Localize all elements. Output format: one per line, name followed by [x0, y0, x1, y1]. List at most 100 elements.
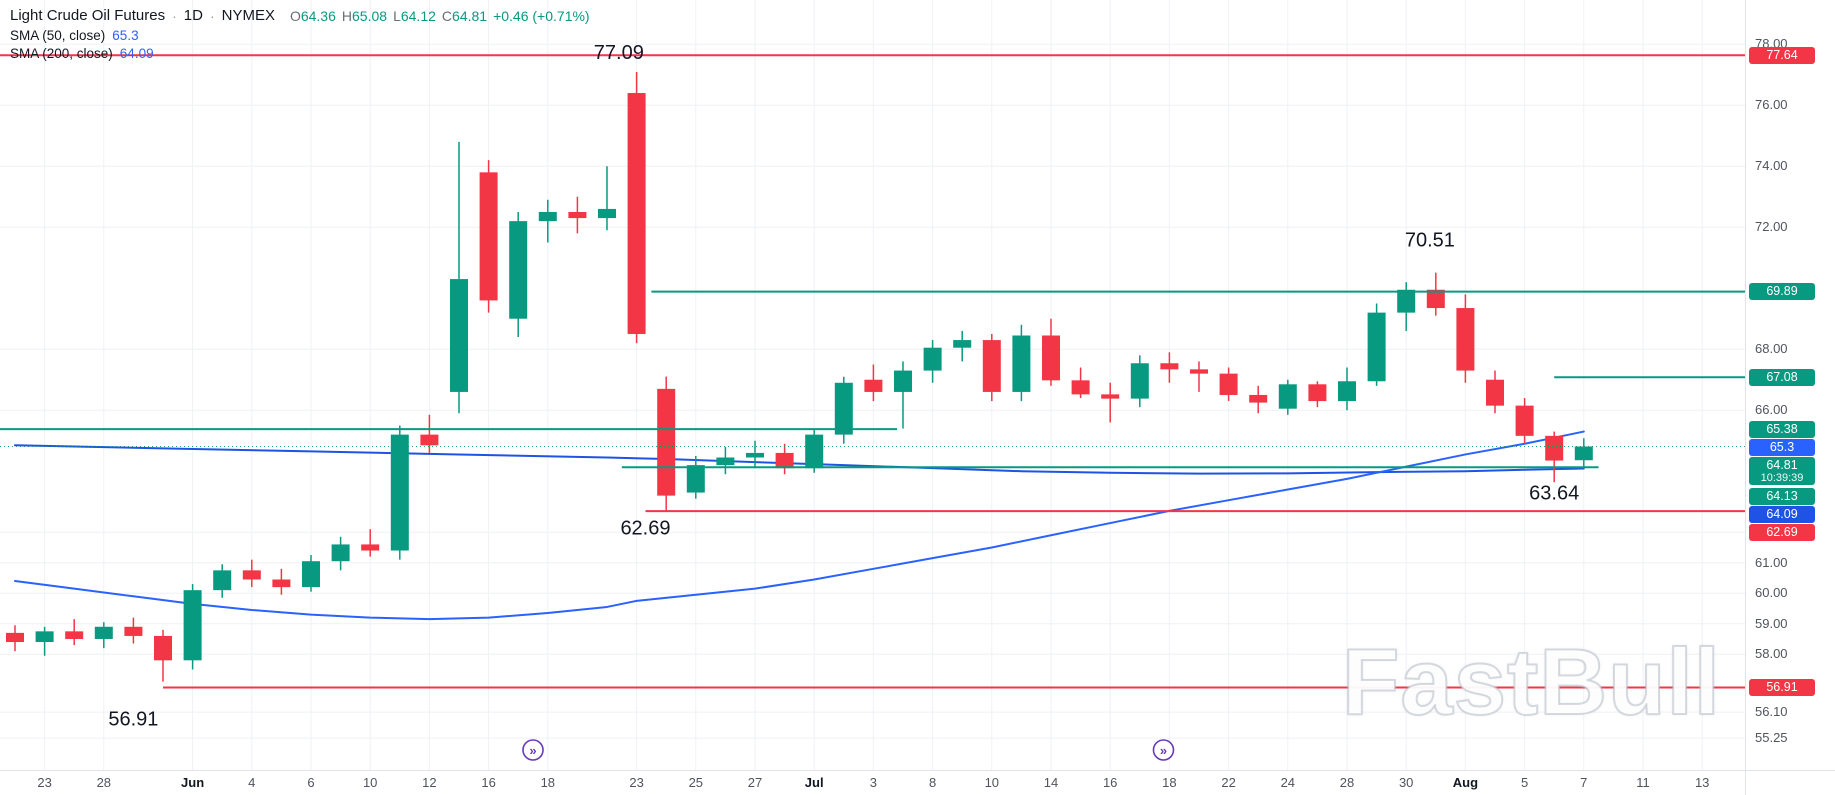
time-tick-label: Aug [1452, 775, 1479, 790]
time-tick-label: Jul [804, 775, 824, 790]
time-tick-label: 23 [629, 775, 644, 790]
sma200-value: 64.09 [119, 45, 154, 61]
candle-body [361, 544, 380, 551]
price-chart[interactable]: 77.09 70.51 63.64 62.69 56.91 » » [0, 0, 1745, 770]
rollover-glyph: » [529, 743, 536, 758]
price-tick-label: 68.00 [1755, 341, 1788, 357]
candle-body [1219, 373, 1238, 395]
candle-body [213, 570, 232, 591]
sma50-line [14, 430, 1585, 621]
candle-body [154, 635, 172, 661]
candle-body [568, 211, 587, 219]
contract-rollover-icon[interactable]: » [1152, 739, 1175, 761]
candle-body [6, 632, 24, 643]
contract-rollover-icon[interactable]: » [522, 739, 544, 761]
price-tick-label: 76.00 [1755, 97, 1788, 113]
time-tick-label: 3 [869, 775, 878, 790]
time-tick-label: 6 [307, 775, 315, 790]
price-level-badge: 65.38 [1749, 420, 1815, 438]
candle-body [775, 452, 794, 469]
time-axis[interactable]: 23 28 Jun 4 6 10 12 16 18 23 25 27 Jul 3 8 10 14 16 18 22 24… [0, 770, 1745, 795]
candle-body [1249, 394, 1268, 403]
candle-body [94, 626, 113, 639]
time-tick-label: 13 [1694, 775, 1710, 790]
price-annotation: 62.69 [620, 518, 670, 540]
candle-body [598, 208, 616, 219]
bar-countdown: 10:39:39 [1760, 471, 1804, 484]
candle-body [124, 626, 143, 636]
close-value: 64.81 [452, 7, 488, 24]
price-tick-label: 56.10 [1755, 704, 1788, 720]
time-tick-label: 24 [1280, 775, 1296, 790]
time-tick-label: 11 [1636, 775, 1650, 790]
sma50-name: SMA (50, close) [10, 27, 106, 43]
time-tick-label: 18 [540, 775, 556, 790]
candle-body [1101, 394, 1120, 399]
candle-body [1130, 363, 1149, 399]
open-label: O [289, 7, 301, 24]
candle-body [1426, 289, 1445, 309]
candle-body [272, 579, 291, 588]
sma200-name: SMA (200, close) [10, 45, 113, 61]
time-tick-label: 27 [747, 775, 763, 790]
candles[interactable] [6, 71, 1593, 682]
indicator-row-sma200[interactable]: SMA (200, close) 64.09 [10, 44, 590, 62]
time-tick-label: 7 [1580, 775, 1588, 790]
price-axis[interactable]: 78.0076.0074.0072.0068.0066.0062.0061.00… [1745, 0, 1835, 770]
time-tick-label: 25 [688, 775, 704, 790]
candle-body [1012, 335, 1031, 392]
exchange-label: NYMEX [221, 7, 275, 24]
time-tick-label: 23 [37, 775, 52, 790]
indicator-row-sma50[interactable]: SMA (50, close) 65.3 [10, 26, 590, 44]
chart-legend: Light Crude Oil Futures · 1D · NYMEX O64… [10, 5, 590, 62]
candle-body [923, 347, 942, 371]
candle-body [331, 544, 350, 562]
open-value: 64.36 [300, 7, 336, 24]
change-value: +0.46 (+0.71%) [493, 7, 590, 24]
price-annotation: 70.51 [1405, 229, 1455, 251]
high-value: 65.08 [352, 7, 388, 24]
candle-body [1397, 289, 1416, 313]
candle-body [1545, 435, 1564, 461]
interval-label[interactable]: 1D [183, 7, 203, 24]
price-level-badge: 67.08 [1749, 368, 1815, 386]
candle-body [1160, 363, 1179, 370]
candle-body [420, 434, 439, 446]
time-tick-label: 22 [1221, 775, 1236, 790]
close-label: C [441, 7, 453, 24]
price-tick-label: 58.00 [1755, 646, 1788, 662]
price-level-badge: 69.89 [1749, 283, 1815, 301]
rollover-glyph: » [1160, 743, 1167, 758]
time-tick-label: 28 [96, 775, 112, 790]
candle-body [1515, 405, 1534, 436]
price-tick-label: 66.00 [1755, 402, 1788, 418]
time-tick-label: 28 [1339, 775, 1355, 790]
candle-body [1042, 335, 1060, 381]
rollover-circle [1152, 739, 1175, 761]
symbol-row[interactable]: Light Crude Oil Futures · 1D · NYMEX O64… [10, 5, 590, 26]
time-tick-label: Jun [181, 775, 205, 790]
price-tick-label: 72.00 [1755, 219, 1788, 235]
low-value: 64.12 [400, 7, 436, 24]
candle-body [1574, 446, 1593, 461]
candle-body [657, 388, 676, 496]
price-annotation: 63.64 [1529, 483, 1579, 505]
last-price-badge: 64.81 10:39:39 [1749, 456, 1815, 485]
time-tick-label: 10 [984, 775, 1000, 790]
price-level-badge: 64.09 [1749, 505, 1815, 523]
candle-body [686, 465, 705, 493]
candle-body [35, 631, 54, 643]
separator-dot: · [172, 7, 177, 24]
price-tick-label: 60.00 [1755, 585, 1788, 601]
candle-body [627, 93, 646, 334]
price-tick-label: 74.00 [1755, 158, 1788, 174]
price-tick-label: 55.25 [1755, 730, 1788, 746]
symbol-title[interactable]: Light Crude Oil Futures [10, 7, 166, 24]
separator-dot: · [209, 7, 215, 24]
candle-body [242, 570, 261, 580]
price-annotation: 77.09 [594, 42, 644, 64]
price-level-badge: 64.13 [1749, 487, 1815, 505]
candle-body [982, 340, 1001, 392]
time-tick-label: 16 [481, 775, 496, 790]
candle-body [1278, 384, 1297, 409]
